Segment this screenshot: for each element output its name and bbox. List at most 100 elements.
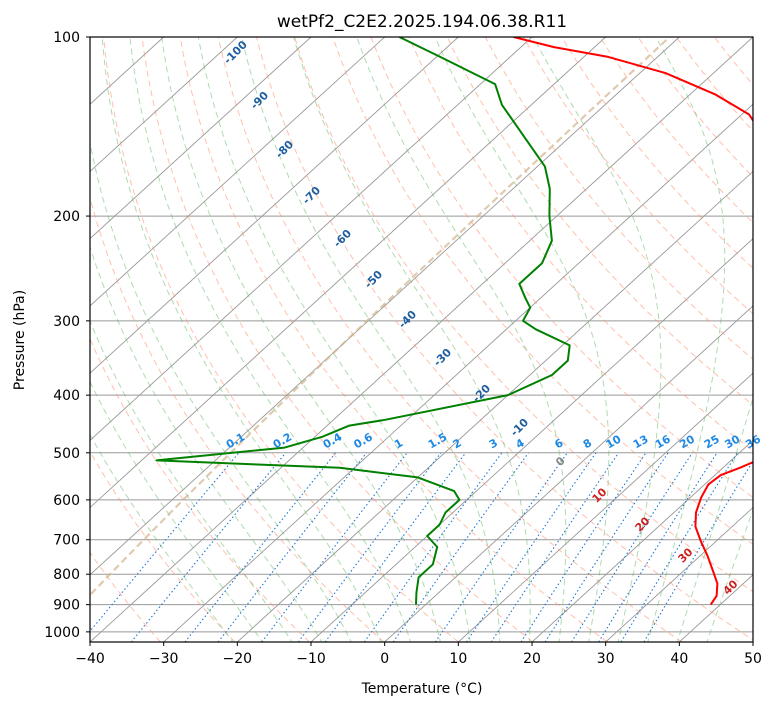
dry-adiabat	[256, 37, 753, 641]
moist-adiabat	[293, 37, 531, 642]
y-axis-title: Pressure (hPa)	[12, 290, 28, 390]
mixing-ratio-line	[130, 452, 287, 642]
mixing-ratio-label: 30	[722, 432, 742, 451]
dry-adiabat-label: -60	[331, 227, 354, 250]
dry-adiabat-label: -90	[248, 89, 271, 112]
dry-adiabat	[90, 337, 310, 642]
mixing-ratio-label: 0.6	[352, 430, 376, 451]
moist-adiabat	[129, 37, 412, 642]
mixing-ratio-label: 3	[487, 436, 500, 451]
mixing-ratio-line	[184, 452, 337, 642]
dry-adiabat	[0, 37, 11, 642]
mixing-ratio-label: 10	[604, 432, 624, 451]
moist-adiabat	[90, 245, 323, 642]
isotherm	[90, 37, 680, 576]
isotherm	[752, 641, 753, 642]
moist-adiabat	[90, 380, 263, 642]
dry-adiabat-label: -30	[431, 346, 454, 369]
dry-adiabat	[332, 37, 753, 545]
dry-adiabat	[103, 37, 459, 642]
background-lines	[0, 37, 753, 642]
isotherm	[90, 37, 533, 441]
moist-adiabat	[647, 37, 726, 642]
mixing-ratio-line	[297, 452, 442, 642]
y-axis: 100 200 300 400 500 600 700 800 900 1000	[44, 30, 90, 641]
isotherm	[384, 305, 753, 642]
plot-frame	[89, 36, 754, 643]
y-tick-label: 1000	[44, 625, 80, 641]
dry-adiabat-label: 20	[633, 514, 653, 534]
mixing-ratio-line	[392, 452, 529, 642]
y-tick-label: 400	[53, 388, 80, 404]
isotherm	[605, 506, 753, 642]
mixing-ratio-line	[434, 452, 568, 642]
isotherm	[90, 37, 459, 374]
y-tick-label: 700	[53, 533, 80, 549]
dry-adiabat	[370, 37, 753, 498]
lcl-curve	[90, 37, 671, 597]
dry-adiabat-label: -10	[508, 416, 531, 439]
x-tick-label: 40	[670, 651, 688, 667]
isotherm	[90, 37, 385, 307]
x-tick-label: −40	[75, 651, 105, 667]
x-tick-label: 0	[380, 651, 389, 667]
mixing-ratio-line	[465, 452, 597, 642]
x-tick-label: −10	[296, 651, 326, 667]
moist-adiabat	[241, 37, 501, 642]
x-tick-label: −20	[223, 651, 253, 667]
dry-adiabat-label: -50	[362, 268, 385, 291]
sounding-profile-line	[513, 37, 753, 606]
dry-adiabat	[90, 551, 161, 642]
dry-adiabat	[714, 37, 753, 86]
mixing-ratio-label: 8	[581, 436, 594, 451]
moist-adiabat	[197, 37, 471, 642]
moist-adiabat	[90, 140, 352, 642]
mixing-ratio-line	[217, 452, 367, 642]
moist-adiabat	[532, 37, 662, 642]
mixing-ratio-line	[520, 452, 647, 642]
dry-adiabat	[484, 37, 753, 360]
mixing-ratio-line	[324, 452, 467, 642]
mixing-ratio-label: 2	[451, 436, 464, 451]
moist-adiabat	[90, 319, 293, 642]
mixing-ratio-line	[363, 452, 503, 642]
dry-adiabat	[141, 37, 534, 642]
mixing-ratio-line	[620, 452, 738, 642]
mixing-ratio-line	[490, 452, 620, 642]
isotherm	[458, 372, 753, 642]
isotherm	[310, 238, 753, 642]
x-axis-title: Temperature (°C)	[361, 681, 483, 697]
isotherm	[237, 170, 753, 642]
sounding-profile-line	[155, 37, 571, 605]
isotherm	[90, 37, 312, 240]
dry-adiabat-label: -70	[300, 184, 323, 207]
grid-layer	[90, 37, 753, 642]
mixing-ratio-line	[643, 460, 753, 642]
moist-adiabat	[101, 37, 382, 642]
mixing-ratio-line	[90, 452, 240, 633]
mixing-ratio-label: 20	[677, 432, 697, 451]
mixing-ratio-label: 13	[631, 432, 651, 451]
isotherm	[90, 37, 238, 173]
isotherm	[531, 439, 753, 642]
mixing-ratio-label: 1	[392, 436, 405, 451]
series-layer	[155, 37, 753, 606]
dry-adiabat	[446, 37, 753, 406]
x-axis: −40 −30 −20 −10 0 10 20 30 40 50	[75, 642, 762, 667]
mixing-ratio-label: 0.4	[321, 430, 345, 451]
mixing-ratio-label: 1.5	[426, 430, 449, 451]
dry-adiabat	[408, 37, 753, 452]
y-tick-label: 900	[53, 598, 80, 614]
mixing-ratio-line	[261, 452, 408, 642]
mixing-ratio-label: 25	[702, 432, 722, 451]
moist-adiabat	[161, 37, 441, 642]
y-tick-label: 100	[53, 30, 80, 46]
moist-adiabat	[676, 395, 753, 642]
mixing-ratio-line	[544, 452, 669, 642]
dry-adiabat	[561, 37, 753, 269]
mixing-ratio-line	[598, 452, 718, 642]
y-tick-label: 600	[53, 493, 80, 509]
chart-title: wetPf2_C2E2.2025.194.06.38.R11	[277, 12, 567, 32]
dry-adiabat	[523, 37, 753, 315]
